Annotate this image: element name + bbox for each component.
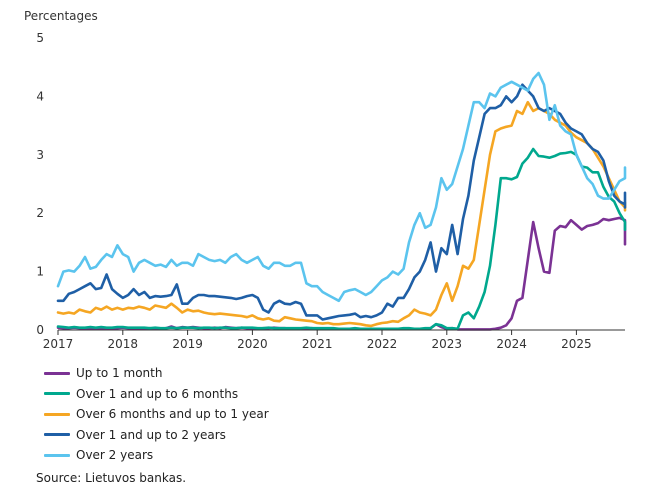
legend-label: Over 6 months and up to 1 year bbox=[76, 407, 269, 422]
x-tick-label: 2017 bbox=[43, 337, 74, 351]
y-tick-label: 3 bbox=[36, 148, 44, 162]
x-axis-ticks: 2017 2018 2019 2020 2021 2022 2023 2024 2025 bbox=[43, 330, 592, 351]
y-tick-label: 1 bbox=[36, 265, 44, 279]
legend: Up to 1 month Over 1 and up to 6 months Ov… bbox=[44, 363, 269, 466]
y-tick-label: 2 bbox=[36, 206, 44, 220]
y-axis-ticks: 0 1 2 3 4 5 bbox=[36, 31, 44, 337]
source-note: Source: Lietuvos bankas. bbox=[36, 471, 187, 485]
y-tick-label: 0 bbox=[36, 323, 44, 337]
legend-swatch bbox=[44, 433, 70, 437]
series-line-1 bbox=[56, 147, 627, 331]
legend-label: Over 2 years bbox=[76, 448, 154, 463]
legend-swatch bbox=[44, 453, 70, 457]
legend-label: Over 1 and up to 6 months bbox=[76, 386, 239, 401]
x-tick-label: 2018 bbox=[108, 337, 139, 351]
legend-swatch bbox=[44, 371, 70, 375]
x-tick-label: 2024 bbox=[496, 337, 527, 351]
series-line-4 bbox=[56, 71, 627, 303]
x-tick-label: 2020 bbox=[237, 337, 268, 351]
legend-swatch bbox=[44, 412, 70, 416]
legend-item: Over 1 and up to 2 years bbox=[44, 425, 269, 446]
legend-item: Over 1 and up to 6 months bbox=[44, 384, 269, 405]
x-tick-label: 2021 bbox=[302, 337, 333, 351]
series-line-3 bbox=[56, 83, 627, 321]
legend-label: Over 1 and up to 2 years bbox=[76, 427, 226, 442]
y-axis-label: Percentages bbox=[24, 9, 98, 23]
legend-label: Up to 1 month bbox=[76, 366, 163, 381]
legend-item: Over 2 years bbox=[44, 445, 269, 466]
legend-swatch bbox=[44, 392, 70, 396]
x-tick-label: 2019 bbox=[172, 337, 203, 351]
series-lines bbox=[56, 71, 627, 331]
x-tick-label: 2023 bbox=[432, 337, 463, 351]
y-tick-label: 4 bbox=[36, 89, 44, 103]
y-tick-label: 5 bbox=[36, 31, 44, 45]
legend-item: Over 6 months and up to 1 year bbox=[44, 404, 269, 425]
x-tick-label: 2022 bbox=[367, 337, 398, 351]
x-tick-label: 2025 bbox=[561, 337, 592, 351]
series-line-0 bbox=[56, 216, 627, 331]
legend-item: Up to 1 month bbox=[44, 363, 269, 384]
